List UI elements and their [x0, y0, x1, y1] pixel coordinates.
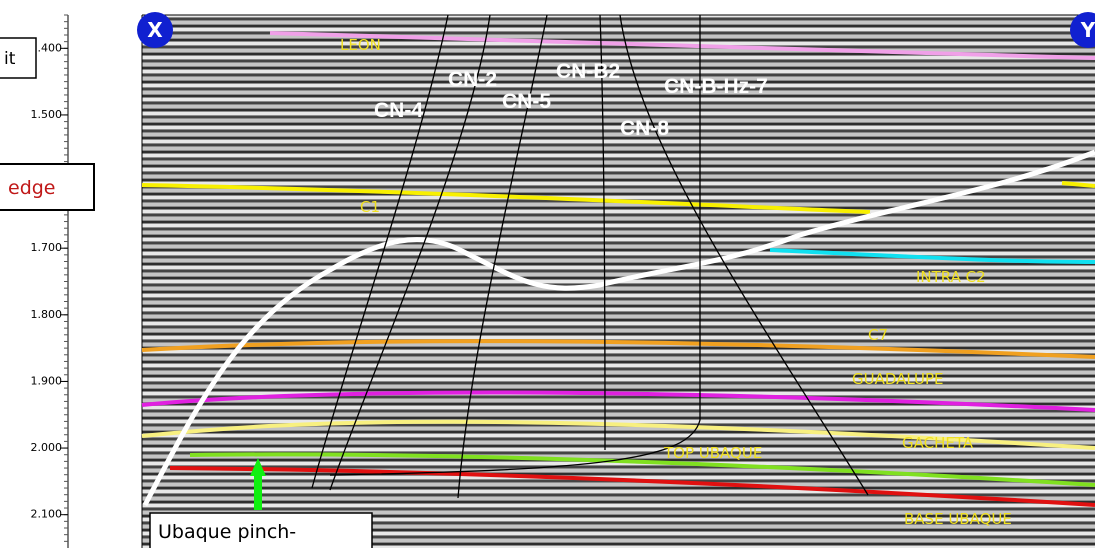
pinch-out-line: [142, 149, 1095, 507]
tick-label: 1.500: [31, 108, 63, 121]
horizon-label: INTRA C2: [916, 268, 986, 286]
horizon-gacheta: [141, 419, 1095, 450]
callout-box: [149, 512, 373, 548]
callout-box: [0, 163, 95, 211]
marker-label: Y: [1080, 18, 1095, 42]
marker-label: X: [147, 18, 163, 42]
horizon-c7: [141, 339, 1095, 359]
horizons: [141, 31, 1095, 507]
horizon-intra-c2: [769, 248, 1095, 264]
tick-label: 1.800: [31, 308, 63, 321]
well-label: CN-5: [502, 90, 551, 113]
horizon-label: C7: [868, 326, 888, 344]
well-path: [311, 14, 449, 489]
horizon-label: BASE UBAQUE: [904, 510, 1012, 528]
tick-label: 1.400: [31, 41, 63, 54]
well-path: [329, 14, 491, 491]
tick-label: 1.900: [31, 374, 63, 387]
well-path: [619, 14, 869, 496]
horizon-label: GACHETA: [902, 434, 974, 452]
horizon-label: GUADALUPE: [852, 370, 944, 388]
callout-box: [0, 37, 37, 79]
axis: 1.400 1.500 1.700 1.800 1.900 2.000 2.100: [31, 14, 68, 542]
callout-text: edge: [8, 177, 56, 199]
tick-label: 2.100: [31, 508, 63, 521]
horizon-base-ubaque: [169, 466, 1095, 507]
wells: [311, 14, 869, 499]
well-label: CN-B-Hz-7: [664, 75, 768, 98]
callout-text: it: [4, 49, 16, 69]
well-label: CN-B2: [556, 60, 620, 83]
tick-label: 2.000: [31, 441, 63, 454]
horizon-guadalupe: [141, 390, 1095, 412]
marker: [137, 12, 173, 48]
tick-label: 1.700: [31, 241, 63, 254]
horizon-c1: [1061, 181, 1095, 188]
horizon-label: TOP UBAQUE: [663, 444, 762, 462]
horizon-top-ubaque: [189, 452, 1095, 487]
horizon-label: LEON: [340, 36, 381, 54]
well-path: [599, 14, 606, 451]
well-label: CN-4: [374, 99, 423, 122]
arrow: [250, 458, 266, 510]
horizon-label: C1: [360, 198, 380, 216]
marker: [1070, 12, 1095, 48]
well-label: CN-8: [620, 117, 669, 140]
callout-text: Ubaque pinch-: [158, 521, 296, 543]
well-path: [329, 15, 701, 476]
horizon-c1: [141, 183, 871, 214]
well-label: CN-2: [448, 68, 497, 91]
horizon-leon: [269, 31, 1095, 60]
well-path: [457, 14, 548, 499]
